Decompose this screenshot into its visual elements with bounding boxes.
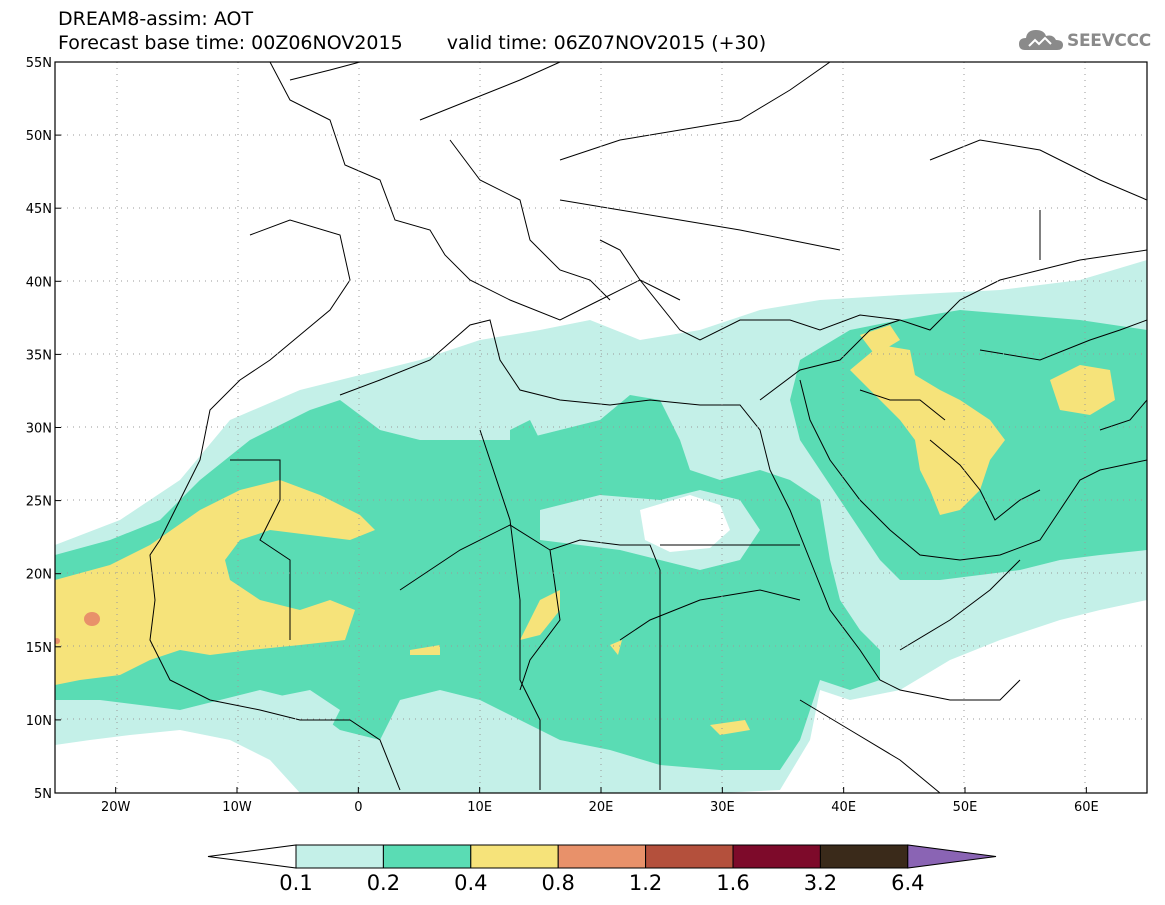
lat-label: 10N bbox=[26, 714, 52, 729]
colorbar-labels: 0.1 0.2 0.4 0.8 1.2 1.6 3.2 6.4 bbox=[279, 871, 924, 895]
time-info: Forecast base time: 00Z06NOV2015 valid ti… bbox=[58, 32, 766, 54]
colorbar-high-arrow bbox=[907, 844, 997, 869]
coastlines bbox=[149, 62, 1147, 793]
lon-label: 40E bbox=[831, 800, 856, 815]
colorbar-swatch bbox=[819, 844, 909, 869]
valid-time: valid time: 06Z07NOV2015 (+30) bbox=[446, 32, 767, 54]
colorbar-swatch bbox=[295, 844, 384, 869]
colorbar-swatch bbox=[645, 844, 734, 869]
lat-label: 45N bbox=[26, 202, 52, 217]
colorbar-label: 1.2 bbox=[629, 871, 662, 895]
lat-label: 55N bbox=[26, 56, 52, 71]
colorbar-label: 3.2 bbox=[804, 871, 837, 895]
colorbar-label: 0.2 bbox=[367, 871, 400, 895]
lat-label: 35N bbox=[26, 348, 52, 363]
lon-label: 50E bbox=[953, 800, 978, 815]
lat-label: 15N bbox=[26, 641, 52, 656]
colorbar bbox=[207, 844, 997, 869]
colorbar-swatch bbox=[382, 844, 472, 869]
lat-label: 30N bbox=[26, 422, 52, 437]
latitude-labels: 55N 50N 45N 40N 35N 30N 25N 20N 15N 10N 5N bbox=[26, 56, 61, 802]
logo-text: SEEVCCC bbox=[1067, 31, 1151, 51]
aot-level-4 bbox=[55, 612, 100, 644]
lon-label: 20W bbox=[101, 800, 131, 815]
lat-label: 25N bbox=[26, 495, 52, 510]
lon-label: 60E bbox=[1074, 800, 1099, 815]
cloud-icon bbox=[1019, 30, 1063, 50]
aot-field bbox=[55, 62, 1147, 793]
lat-label: 5N bbox=[34, 787, 52, 802]
colorbar-label: 1.6 bbox=[716, 871, 749, 895]
lon-label: 30E bbox=[710, 800, 735, 815]
lon-label: 0 bbox=[354, 800, 362, 815]
lon-label: 10W bbox=[222, 800, 252, 815]
lon-label: 10E bbox=[467, 800, 492, 815]
colorbar-swatch bbox=[470, 844, 559, 869]
colorbar-label: 0.8 bbox=[541, 871, 574, 895]
base-time: Forecast base time: 00Z06NOV2015 bbox=[58, 32, 403, 54]
aot-clear-area bbox=[55, 62, 1147, 552]
colorbar-low-arrow bbox=[207, 844, 297, 869]
seevccc-logo: SEEVCCC bbox=[1017, 24, 1157, 58]
lon-label: 20E bbox=[589, 800, 614, 815]
colorbar-label: 0.1 bbox=[279, 871, 312, 895]
colorbar-swatch bbox=[557, 844, 647, 869]
colorbar-swatch bbox=[732, 844, 821, 869]
colorbar-label: 0.4 bbox=[454, 871, 487, 895]
lat-label: 50N bbox=[26, 129, 52, 144]
colorbar-label: 6.4 bbox=[891, 871, 924, 895]
lat-label: 40N bbox=[26, 275, 52, 290]
longitude-labels: 20W 10W 0 10E 20E 30E 40E 50E 60E bbox=[101, 787, 1099, 815]
grid bbox=[55, 62, 1147, 793]
lat-label: 20N bbox=[26, 568, 52, 583]
map-title: DREAM8-assim: AOT bbox=[58, 8, 254, 30]
